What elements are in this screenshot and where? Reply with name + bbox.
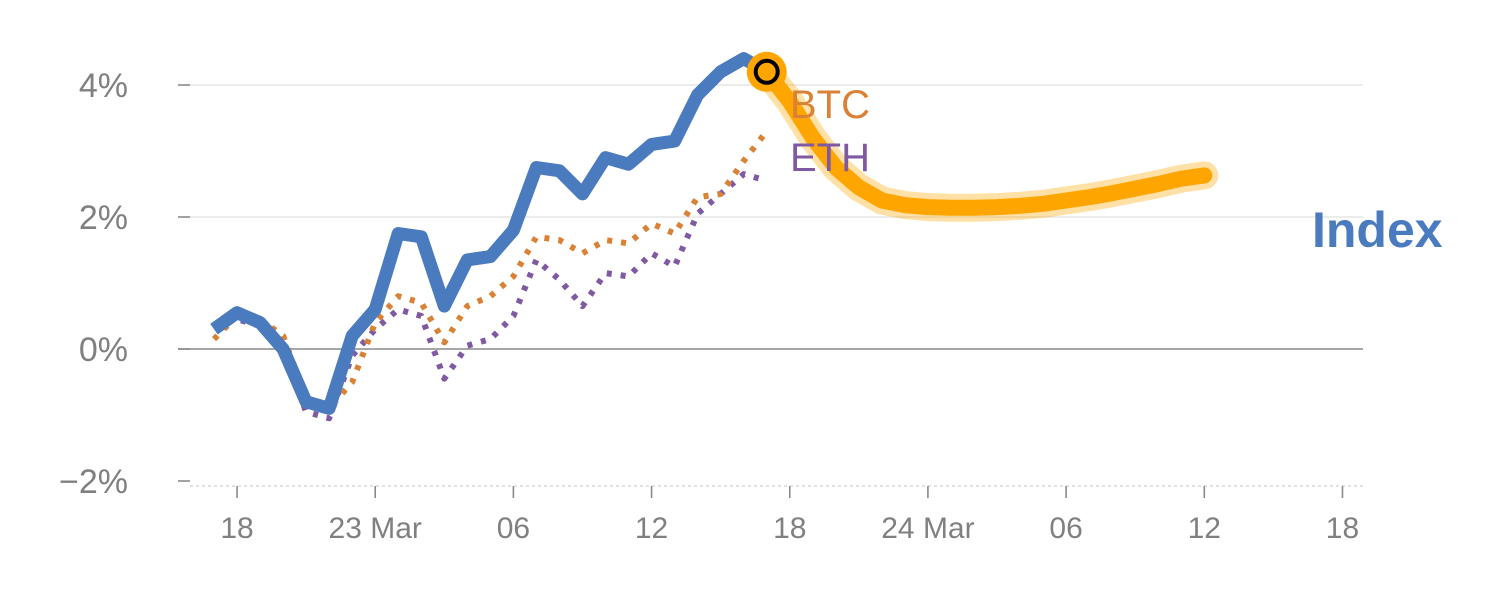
y-tick-label: 0%: [79, 331, 128, 369]
x-tick-label: 18: [1326, 512, 1359, 545]
x-tick-label: 18: [773, 512, 806, 545]
marker-layer: [746, 51, 787, 92]
index-series-label: Index: [1312, 202, 1443, 258]
x-tick-label: 12: [635, 512, 668, 545]
x-tick-label: 12: [1188, 512, 1221, 545]
axis-layer: 4% 2% 0% −2% 18 23 Mar 06 12 18 24 Mar 06 12 18: [59, 67, 1359, 545]
label-layer: BTC ETH Index: [790, 83, 1443, 258]
y-tick-label: −2%: [59, 463, 128, 501]
btc-series-label: BTC: [790, 83, 870, 127]
x-tick-label: 06: [497, 512, 530, 545]
x-tick-label: 18: [220, 512, 253, 545]
x-tick-label: 23 Mar: [329, 512, 422, 545]
x-tick-label: 24 Mar: [881, 512, 974, 545]
forecast-line: [758, 63, 1213, 216]
series-layer: [210, 52, 1219, 422]
y-tick-label: 2%: [79, 199, 128, 237]
index-line: [210, 52, 770, 415]
x-tick-label: 06: [1049, 512, 1082, 545]
grid-layer: [178, 84, 1363, 487]
y-tick-label: 4%: [79, 67, 128, 105]
eth-series-label: ETH: [790, 136, 870, 180]
current-value-marker: [753, 58, 780, 85]
